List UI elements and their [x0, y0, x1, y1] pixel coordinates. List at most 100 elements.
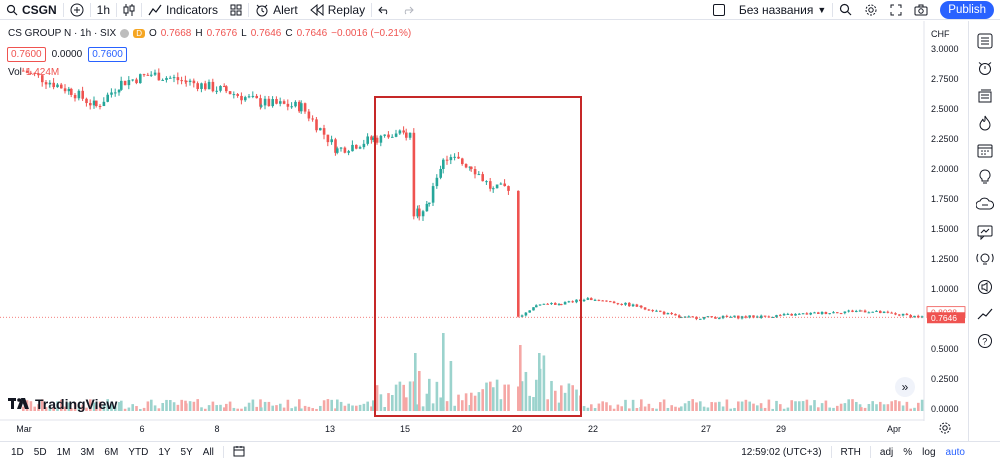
- auto-toggle[interactable]: auto: [945, 446, 965, 458]
- list-icon: [977, 33, 992, 49]
- candle-body: [702, 317, 706, 319]
- chart-type-button[interactable]: [117, 0, 141, 20]
- candle-body: [683, 316, 687, 318]
- symbol-search-button[interactable]: CSGN: [0, 0, 63, 20]
- range-6m-button[interactable]: 6M: [104, 446, 119, 458]
- volume-bar: [882, 404, 886, 411]
- volume-bar: [223, 407, 226, 411]
- volume-bar: [330, 399, 333, 411]
- templates-button[interactable]: [224, 0, 248, 20]
- volume-bar: [414, 353, 417, 411]
- indicators-icon: [148, 4, 162, 15]
- candle-body: [247, 96, 251, 98]
- volume-bar: [817, 407, 820, 411]
- volume-bar: [123, 408, 127, 411]
- candle-body: [412, 132, 416, 217]
- search-icon: [840, 3, 852, 16]
- cloud-chat-icon: [975, 197, 994, 210]
- candle-body: [473, 169, 477, 175]
- price-chart[interactable]: CHF 3.0000 2.7500 2.5000 2.2500 2.0000 1.7500 1…: [0, 21, 967, 441]
- help-button[interactable]: ?: [975, 331, 995, 351]
- go-to-date-button[interactable]: [228, 445, 250, 460]
- bid-price-button[interactable]: 0.7600: [7, 47, 46, 62]
- scroll-to-realtime-button[interactable]: »: [895, 377, 915, 397]
- watchlist-button[interactable]: [975, 31, 995, 51]
- publish-button[interactable]: Publish: [940, 0, 994, 19]
- broadcasts-button[interactable]: [975, 249, 995, 269]
- snapshot-button[interactable]: [908, 0, 934, 20]
- replay-button[interactable]: Replay: [304, 0, 371, 20]
- volume-bar: [418, 371, 421, 411]
- candle-body: [120, 80, 123, 90]
- candle-body: [470, 166, 473, 170]
- candle-body: [898, 314, 901, 316]
- compare-button[interactable]: [64, 0, 90, 20]
- volume-bar: [794, 401, 797, 411]
- candle-body: [394, 133, 398, 137]
- volume-bar: [582, 406, 586, 411]
- range-ytd-button[interactable]: YTD: [128, 446, 149, 458]
- notifications-button[interactable]: [975, 277, 995, 297]
- candle-body: [339, 147, 343, 149]
- calendar-button[interactable]: [975, 140, 995, 160]
- volume-bar: [355, 405, 358, 411]
- streams-button[interactable]: [975, 195, 995, 215]
- layout-name-button[interactable]: Без названия ▼: [707, 0, 832, 20]
- undo-button[interactable]: [372, 0, 396, 20]
- range-5d-button[interactable]: 5D: [33, 446, 47, 458]
- ideas-button[interactable]: [975, 167, 995, 187]
- candle-body: [920, 316, 924, 318]
- ask-price-button[interactable]: 0.7600: [88, 47, 127, 62]
- interval-button[interactable]: 1h: [91, 0, 116, 20]
- candle-body: [439, 168, 442, 178]
- alerts-button[interactable]: [975, 58, 995, 78]
- candle-body: [763, 315, 767, 317]
- percent-toggle[interactable]: %: [903, 446, 913, 458]
- log-toggle[interactable]: log: [922, 446, 936, 458]
- volume-bar: [492, 387, 495, 411]
- chats-button[interactable]: [975, 222, 995, 242]
- candle-body: [714, 317, 717, 319]
- range-1y-button[interactable]: 1Y: [158, 446, 171, 458]
- volume-bar: [244, 406, 247, 411]
- indicators-button[interactable]: Indicators: [142, 0, 224, 20]
- candles-icon: [123, 3, 135, 16]
- data-window-button[interactable]: [975, 86, 995, 106]
- volume-bar: [820, 403, 824, 411]
- candles-group: [22, 67, 924, 321]
- bottom-right-group: 12:59:02 (UTC+3) RTH adj % log auto: [736, 446, 1000, 458]
- hotlists-button[interactable]: [975, 113, 995, 133]
- range-3m-button[interactable]: 3M: [80, 446, 95, 458]
- timezone-button[interactable]: 12:59:02 (UTC+3): [741, 446, 822, 458]
- range-1d-button[interactable]: 1D: [11, 446, 24, 458]
- time-tick-label: 6: [139, 424, 144, 434]
- volume-bar: [860, 407, 863, 411]
- redo-button[interactable]: [396, 0, 420, 20]
- candle-body: [590, 298, 593, 301]
- volume-bar: [843, 403, 847, 411]
- settings-button[interactable]: [858, 0, 884, 20]
- range-5y-button[interactable]: 5Y: [180, 446, 193, 458]
- range-1m-button[interactable]: 1M: [56, 446, 71, 458]
- volume-bar: [398, 381, 402, 411]
- replay-icon: [309, 3, 324, 16]
- volume-bar: [468, 405, 472, 411]
- range-all-button[interactable]: All: [202, 446, 214, 458]
- chart-tools-button[interactable]: [975, 304, 995, 324]
- price-tick-label: 1.0000: [931, 284, 959, 294]
- candle-body: [790, 313, 793, 316]
- candle-body: [200, 83, 203, 89]
- quick-search-button[interactable]: [833, 0, 858, 20]
- candle-body: [204, 83, 207, 90]
- fullscreen-button[interactable]: [884, 0, 908, 20]
- volume-bar: [687, 400, 691, 411]
- session-button[interactable]: RTH: [840, 446, 861, 458]
- tradingview-logo[interactable]: TradingView: [8, 396, 117, 412]
- adjust-toggle[interactable]: adj: [879, 446, 894, 458]
- chart-area[interactable]: CHF 3.0000 2.7500 2.5000 2.2500 2.0000 1.7500 1…: [0, 21, 967, 441]
- candle-body: [255, 95, 258, 99]
- volume-bar: [563, 392, 567, 411]
- volume-bar: [259, 399, 262, 411]
- alert-button[interactable]: Alert: [249, 0, 304, 20]
- volume-bar: [267, 401, 271, 411]
